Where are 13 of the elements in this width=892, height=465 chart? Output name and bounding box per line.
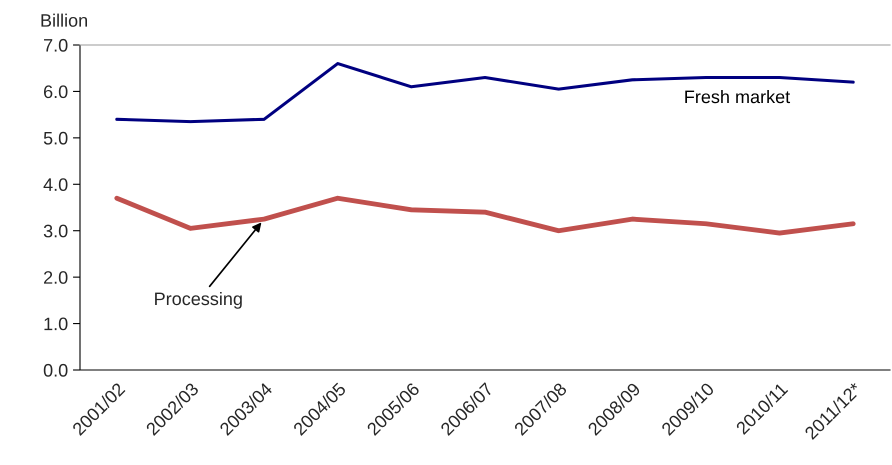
- line-series: [114, 196, 856, 236]
- y-tick-label: 7.0: [44, 38, 68, 52]
- y-tick-label: 3.0: [44, 224, 68, 238]
- y-tick-label: 5.0: [44, 132, 68, 145]
- y-tick-label: 2.0: [44, 271, 68, 284]
- annotation: Processing: [155, 292, 242, 309]
- line-series: [115, 62, 855, 124]
- y-axis-title: Billion: [41, 14, 87, 27]
- y-tick-label: 1.0: [44, 318, 68, 330]
- y-tick-label: 4.0: [44, 178, 68, 192]
- y-tick-label: 0.0: [44, 364, 68, 377]
- y-tick-label: 6.0: [44, 85, 68, 98]
- series-label: Fresh market: [685, 90, 790, 104]
